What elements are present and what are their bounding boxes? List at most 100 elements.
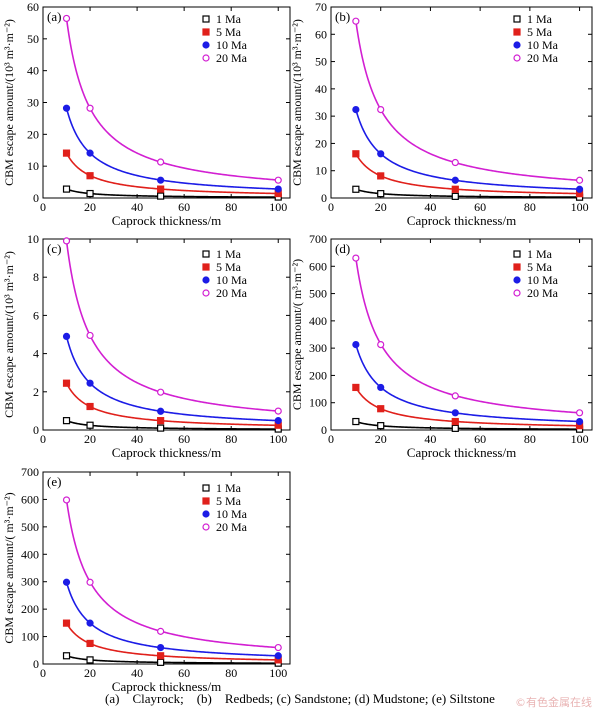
data-point — [275, 177, 281, 183]
legend-label: 5 Ma — [216, 260, 242, 274]
x-tick-label: 100 — [269, 432, 287, 446]
data-point — [158, 645, 164, 651]
data-point — [353, 18, 359, 24]
data-point — [64, 418, 70, 424]
y-tick-label: 2 — [33, 385, 39, 399]
y-tick-label: 10 — [315, 164, 327, 178]
legend-label: 10 Ma — [216, 38, 248, 52]
data-point — [353, 107, 359, 113]
chart-panel: 0 20 40 60 80 100 0 2 4 6 8 10 Caprock thickness/m CB… — [2, 232, 290, 460]
legend-marker — [514, 42, 520, 48]
panel-label: (e) — [47, 474, 61, 489]
data-point — [87, 579, 93, 585]
chart-panel: 0 20 40 60 80 100010203040506070Caprock thick… — [290, 0, 592, 228]
data-point — [87, 191, 93, 197]
data-point — [577, 186, 583, 192]
data-point — [452, 425, 458, 431]
data-point — [275, 653, 281, 659]
legend-marker — [203, 29, 209, 35]
x-tick-label: 80 — [225, 666, 237, 680]
y-tick-label: 300 — [309, 341, 327, 355]
legend-label: 10 Ma — [527, 38, 559, 52]
legend-label: 1 Ma — [216, 12, 242, 26]
y-tick-label: 4 — [33, 347, 39, 361]
data-point — [452, 160, 458, 166]
data-point — [577, 177, 583, 183]
y-tick-label: 200 — [309, 368, 327, 382]
plot-frame — [331, 239, 592, 430]
data-point — [64, 380, 70, 386]
y-tick-label: 600 — [21, 492, 39, 506]
x-tick-label: 40 — [131, 432, 143, 446]
legend-label: 5 Ma — [216, 25, 242, 39]
data-point — [452, 410, 458, 416]
y-tick-label: 200 — [21, 602, 39, 616]
data-point — [87, 620, 93, 626]
legend-label: 1 Ma — [527, 247, 553, 261]
x-tick-label: 60 — [178, 432, 190, 446]
data-point — [87, 173, 93, 179]
y-tick-label: 400 — [21, 547, 39, 561]
x-tick-label: 20 — [84, 666, 96, 680]
data-point — [353, 419, 359, 425]
data-point — [64, 105, 70, 111]
x-axis-label: Caprock thickness/m — [407, 213, 516, 228]
data-point — [353, 342, 359, 348]
data-point — [452, 393, 458, 399]
y-tick-label: 10 — [27, 232, 39, 246]
y-tick-label: 10 — [27, 159, 39, 173]
legend-label: 1 Ma — [216, 481, 242, 495]
legend-marker — [203, 290, 209, 296]
y-tick-label: 40 — [315, 82, 327, 96]
y-tick-label: 0 — [33, 657, 39, 671]
data-point — [64, 620, 70, 626]
data-point — [158, 653, 164, 659]
y-tick-label: 0 — [33, 191, 39, 205]
data-point — [158, 408, 164, 414]
data-point — [158, 425, 164, 431]
legend-label: 20 Ma — [216, 520, 248, 534]
x-tick-label: 0 — [40, 200, 46, 214]
x-tick-label: 80 — [225, 200, 237, 214]
data-point — [378, 173, 384, 179]
data-point — [158, 193, 164, 199]
panel-label: (c) — [47, 241, 61, 256]
chart-panel: 0 20 40 60 80 100 0 100 200 300 400 500 600 700 Caproc… — [2, 465, 290, 694]
y-tick-label: 300 — [21, 575, 39, 589]
data-point — [87, 404, 93, 410]
y-tick-label: 50 — [315, 55, 327, 69]
data-point — [378, 384, 384, 390]
data-point — [64, 579, 70, 585]
y-tick-label: 70 — [315, 0, 327, 14]
y-tick-label: 0 — [321, 191, 327, 205]
data-point — [378, 151, 384, 157]
data-point — [378, 406, 384, 412]
y-tick-label: 40 — [27, 64, 39, 78]
legend-marker — [203, 485, 209, 491]
data-point — [275, 645, 281, 651]
legend-marker — [203, 524, 209, 530]
y-tick-label: 6 — [33, 308, 39, 322]
x-tick-label: 60 — [178, 200, 190, 214]
panel-label: (a) — [47, 9, 61, 24]
data-point — [353, 384, 359, 390]
legend-label: 10 Ma — [527, 273, 559, 287]
data-point — [64, 186, 70, 192]
x-tick-label: 80 — [524, 200, 536, 214]
y-tick-label: 30 — [315, 109, 327, 123]
data-point — [158, 628, 164, 634]
y-axis-label: CBM escape amount/(10³ m³·m⁻²) — [290, 19, 304, 186]
data-point — [87, 657, 93, 663]
panel-label: (b) — [335, 9, 350, 24]
x-tick-label: 100 — [269, 200, 287, 214]
y-axis-label: CBM escape amount/( m³·m⁻²) — [2, 492, 16, 643]
x-tick-label: 0 — [40, 666, 46, 680]
x-tick-label: 0 — [40, 432, 46, 446]
legend-marker — [514, 290, 520, 296]
y-tick-label: 400 — [309, 314, 327, 328]
legend-marker — [514, 264, 520, 270]
data-point — [378, 423, 384, 429]
y-tick-label: 60 — [315, 27, 327, 41]
x-tick-label: 80 — [225, 432, 237, 446]
data-point — [87, 150, 93, 156]
